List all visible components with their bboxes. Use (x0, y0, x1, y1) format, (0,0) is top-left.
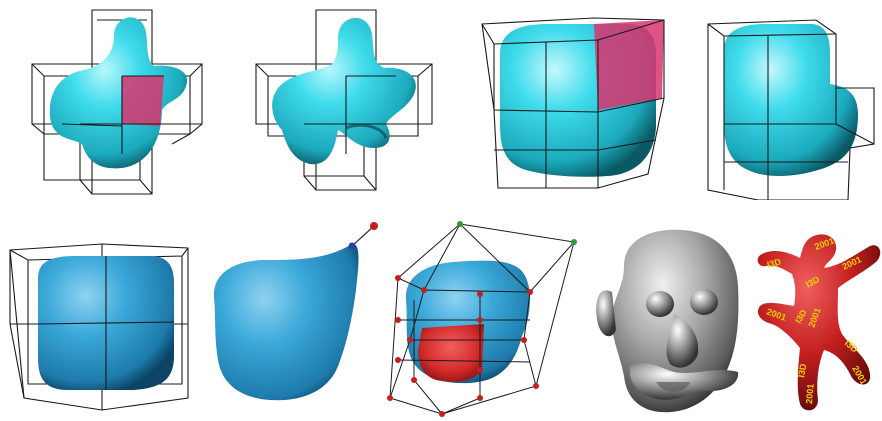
nose-shape (666, 314, 699, 368)
ear-shape (596, 290, 616, 337)
mouth-shape (629, 362, 739, 400)
figure-panel-h (590, 226, 750, 418)
cyan-rounded-cube (724, 24, 858, 176)
figure-panel-c (478, 14, 668, 200)
right-eye (690, 289, 718, 315)
figure-panel-d (702, 14, 878, 200)
figure-panel-b (246, 4, 442, 200)
handle-point-base[interactable] (348, 242, 356, 250)
texture-label: I3D (766, 257, 783, 270)
figure-panel-i: 2001 I3D 2001 I3D 2001 I3D 2001 I3D 2001… (752, 228, 882, 416)
texture-label: 2001 (804, 383, 816, 404)
handle-point-target[interactable] (370, 222, 378, 230)
control-points[interactable] (387, 221, 577, 417)
highlighted-cell (122, 76, 164, 126)
figure-panel-a (22, 4, 212, 200)
figure-panel-g (384, 220, 580, 420)
cyan-blob-surface (272, 17, 416, 165)
textured-figure-surface (757, 234, 881, 411)
texture-label: I3D (796, 362, 808, 378)
blue-pulled-blob (213, 243, 359, 401)
red-highlight-region (418, 324, 484, 382)
figure-panel-e (6, 238, 202, 418)
left-eye (646, 291, 674, 317)
figure-panel-f (206, 220, 384, 406)
highlighted-cell (594, 20, 664, 110)
cyan-blob-surface (49, 17, 188, 169)
lattice-grid (481, 17, 665, 189)
lattice-grid (707, 19, 875, 200)
